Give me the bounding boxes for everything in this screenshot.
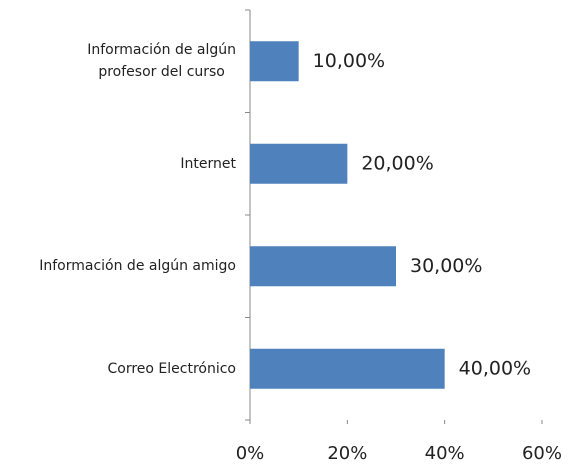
category-label: Información de algún amigo bbox=[39, 258, 236, 275]
x-tick-label: 20% bbox=[327, 443, 367, 464]
category-label: Correo Electrónico bbox=[107, 360, 236, 377]
value-label: 20,00% bbox=[361, 152, 433, 174]
x-tick-label: 0% bbox=[236, 443, 265, 464]
value-label: 30,00% bbox=[410, 255, 482, 277]
x-tick-label: 40% bbox=[425, 443, 465, 464]
bar bbox=[250, 143, 348, 184]
bar bbox=[250, 246, 396, 287]
category-label: Internet bbox=[180, 155, 236, 172]
category-label: Información de algún profesor del curso bbox=[87, 42, 236, 81]
value-label: 40,00% bbox=[459, 357, 531, 379]
bar bbox=[250, 348, 445, 389]
bar bbox=[250, 41, 299, 82]
value-label: 10,00% bbox=[313, 50, 385, 72]
x-tick-label: 60% bbox=[522, 443, 562, 464]
